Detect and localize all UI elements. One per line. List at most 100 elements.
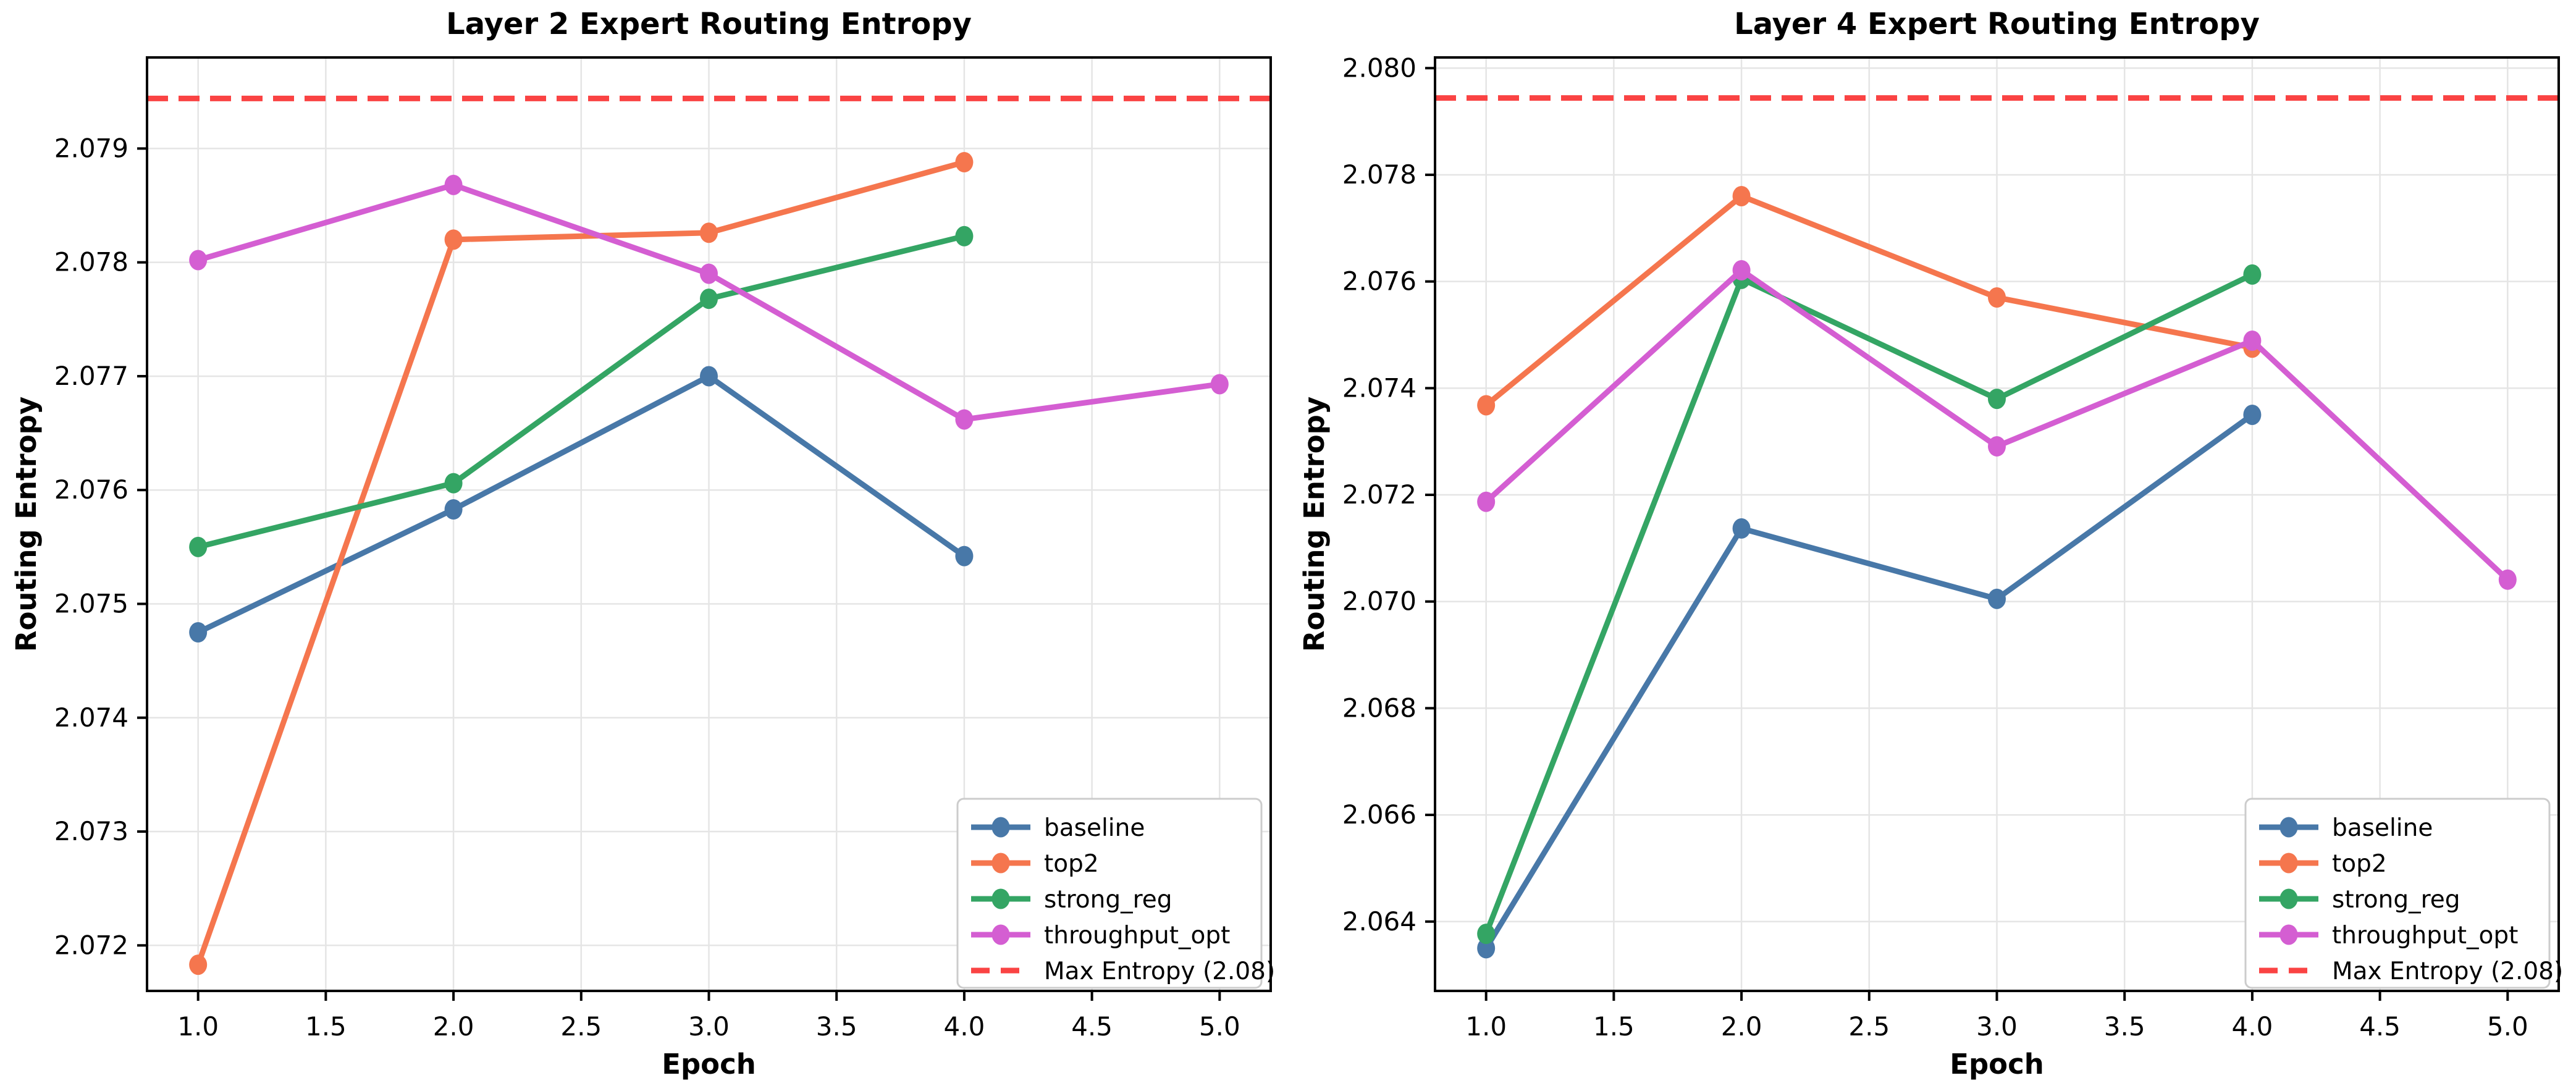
marker-baseline xyxy=(955,546,974,567)
legend-marker-sample xyxy=(991,888,1010,909)
legend-box xyxy=(956,798,1263,989)
y-tick-label: 2.072 xyxy=(1342,479,1416,510)
line-top2 xyxy=(195,159,967,968)
line-baseline xyxy=(195,373,967,636)
legend-item-top2: top2 xyxy=(2259,850,2387,878)
legend-label: baseline xyxy=(1044,814,1145,842)
legend-label: top2 xyxy=(1044,850,1099,878)
legend-label: throughput_opt xyxy=(1044,922,1230,950)
legend-label: throughput_opt xyxy=(2332,922,2518,950)
legend: baseline top2 strong_reg throughput_opt Max … xyxy=(2244,798,2563,989)
marker-top2 xyxy=(189,954,208,975)
marker-throughput_opt xyxy=(1477,491,1496,512)
marker-top2 xyxy=(700,222,718,243)
x-tick-label: 3.0 xyxy=(688,1011,730,1042)
legend-marker-sample xyxy=(2279,924,2298,945)
chart-title: Layer 4 Expert Routing Entropy xyxy=(1734,7,2260,41)
marker-throughput_opt xyxy=(1988,436,2006,457)
legend-item-throughput-opt: throughput_opt xyxy=(2259,922,2518,950)
legend-item-throughput-opt: throughput_opt xyxy=(971,922,1230,950)
legend-label: top2 xyxy=(2332,850,2387,878)
x-tick-label: 1.5 xyxy=(1593,1011,1635,1042)
marker-throughput_opt xyxy=(444,174,463,195)
marker-throughput_opt xyxy=(1732,260,1751,281)
marker-throughput_opt xyxy=(955,409,974,430)
marker-baseline xyxy=(444,499,463,520)
y-tick-label: 2.076 xyxy=(54,474,128,505)
marker-throughput_opt xyxy=(1210,374,1229,395)
x-tick-label: 1.0 xyxy=(1465,1011,1507,1042)
legend-item-baseline: baseline xyxy=(2259,814,2433,842)
legend-marker-sample xyxy=(2279,853,2298,874)
y-tick-label: 2.078 xyxy=(1342,159,1416,190)
chart-title: Layer 2 Expert Routing Entropy xyxy=(446,7,972,41)
marker-top2 xyxy=(444,229,463,250)
x-axis-label: Epoch xyxy=(662,1048,756,1080)
marker-baseline xyxy=(2243,404,2262,425)
legend-label: Max Entropy (2.08) xyxy=(1044,958,1275,985)
marker-top2 xyxy=(1988,287,2006,308)
y-tick-label: 2.068 xyxy=(1342,693,1416,723)
marker-strong_reg xyxy=(1477,924,1496,945)
x-tick-label: 5.0 xyxy=(1199,1011,1240,1042)
marker-baseline xyxy=(700,366,718,387)
x-axis-label: Epoch xyxy=(1950,1048,2044,1080)
y-tick-label: 2.077 xyxy=(54,361,128,391)
legend-label: strong_reg xyxy=(1044,886,1172,914)
x-tick-label: 2.5 xyxy=(560,1011,602,1042)
line-baseline xyxy=(1483,411,2255,951)
x-tick-label: 1.0 xyxy=(177,1011,219,1042)
legend-item-baseline: baseline xyxy=(971,814,1145,842)
y-axis-label: Routing Entropy xyxy=(1298,397,1331,652)
marker-baseline xyxy=(1988,588,2006,609)
y-tick-label: 2.074 xyxy=(1342,373,1416,403)
legend-marker-sample xyxy=(991,924,1010,945)
legend-label: baseline xyxy=(2332,814,2433,842)
y-tick-label: 2.074 xyxy=(54,702,128,733)
marker-baseline xyxy=(1732,518,1751,539)
marker-strong_reg xyxy=(700,289,718,310)
legend-marker-sample xyxy=(991,853,1010,874)
marker-throughput_opt xyxy=(189,250,208,271)
x-tick-label: 5.0 xyxy=(2487,1011,2528,1042)
y-tick-label: 2.073 xyxy=(54,816,128,846)
line-top2 xyxy=(1483,193,2255,408)
y-tick-label: 2.064 xyxy=(1342,906,1416,937)
x-tick-label: 2.5 xyxy=(1848,1011,1890,1042)
marker-strong_reg xyxy=(189,536,208,557)
legend-marker-sample xyxy=(2279,817,2298,838)
marker-throughput_opt xyxy=(2243,330,2262,351)
y-tick-label: 2.076 xyxy=(1342,266,1416,297)
line-strong_reg xyxy=(1483,271,2255,937)
marker-strong_reg xyxy=(955,225,974,246)
x-tick-label: 4.0 xyxy=(944,1011,985,1042)
x-tick-label: 4.0 xyxy=(2232,1011,2273,1042)
marker-top2 xyxy=(955,152,974,173)
x-tick-label: 3.5 xyxy=(816,1011,857,1042)
legend-item-top2: top2 xyxy=(971,850,1099,878)
marker-throughput_opt xyxy=(2498,569,2517,590)
layer-2-entropy-chart: 1.0 1.5 2.0 2.5 3.0 3.5 4.0 4.5 5.0 2.072 2.073 2.0… xyxy=(10,7,1276,1080)
legend-marker-sample xyxy=(2279,888,2298,909)
layer-4-entropy-chart: 1.0 1.5 2.0 2.5 3.0 3.5 4.0 4.5 5.0 2.064 2.066 2.0… xyxy=(1288,0,2576,1091)
legend-label: Max Entropy (2.08) xyxy=(2332,958,2563,985)
marker-top2 xyxy=(1732,185,1751,206)
marker-strong_reg xyxy=(2243,264,2262,285)
legend-item-max-entropy-2-08-: Max Entropy (2.08) xyxy=(971,958,1275,985)
legend-label: strong_reg xyxy=(2332,886,2460,914)
y-tick-label: 2.080 xyxy=(1342,53,1416,83)
x-tick-label: 3.5 xyxy=(2104,1011,2145,1042)
y-tick-label: 2.075 xyxy=(54,588,128,618)
marker-strong_reg xyxy=(444,473,463,494)
marker-baseline xyxy=(189,622,208,643)
x-tick-label: 1.5 xyxy=(305,1011,347,1042)
legend-item-strong-reg: strong_reg xyxy=(971,886,1172,914)
x-tick-label: 3.0 xyxy=(1976,1011,2018,1042)
y-tick-label: 2.072 xyxy=(54,930,128,960)
legend-item-max-entropy-2-08-: Max Entropy (2.08) xyxy=(2259,958,2563,985)
x-tick-label: 2.0 xyxy=(433,1011,474,1042)
y-tick-label: 2.079 xyxy=(54,133,128,163)
line-strong_reg xyxy=(195,233,967,550)
legend-box xyxy=(2244,798,2551,989)
